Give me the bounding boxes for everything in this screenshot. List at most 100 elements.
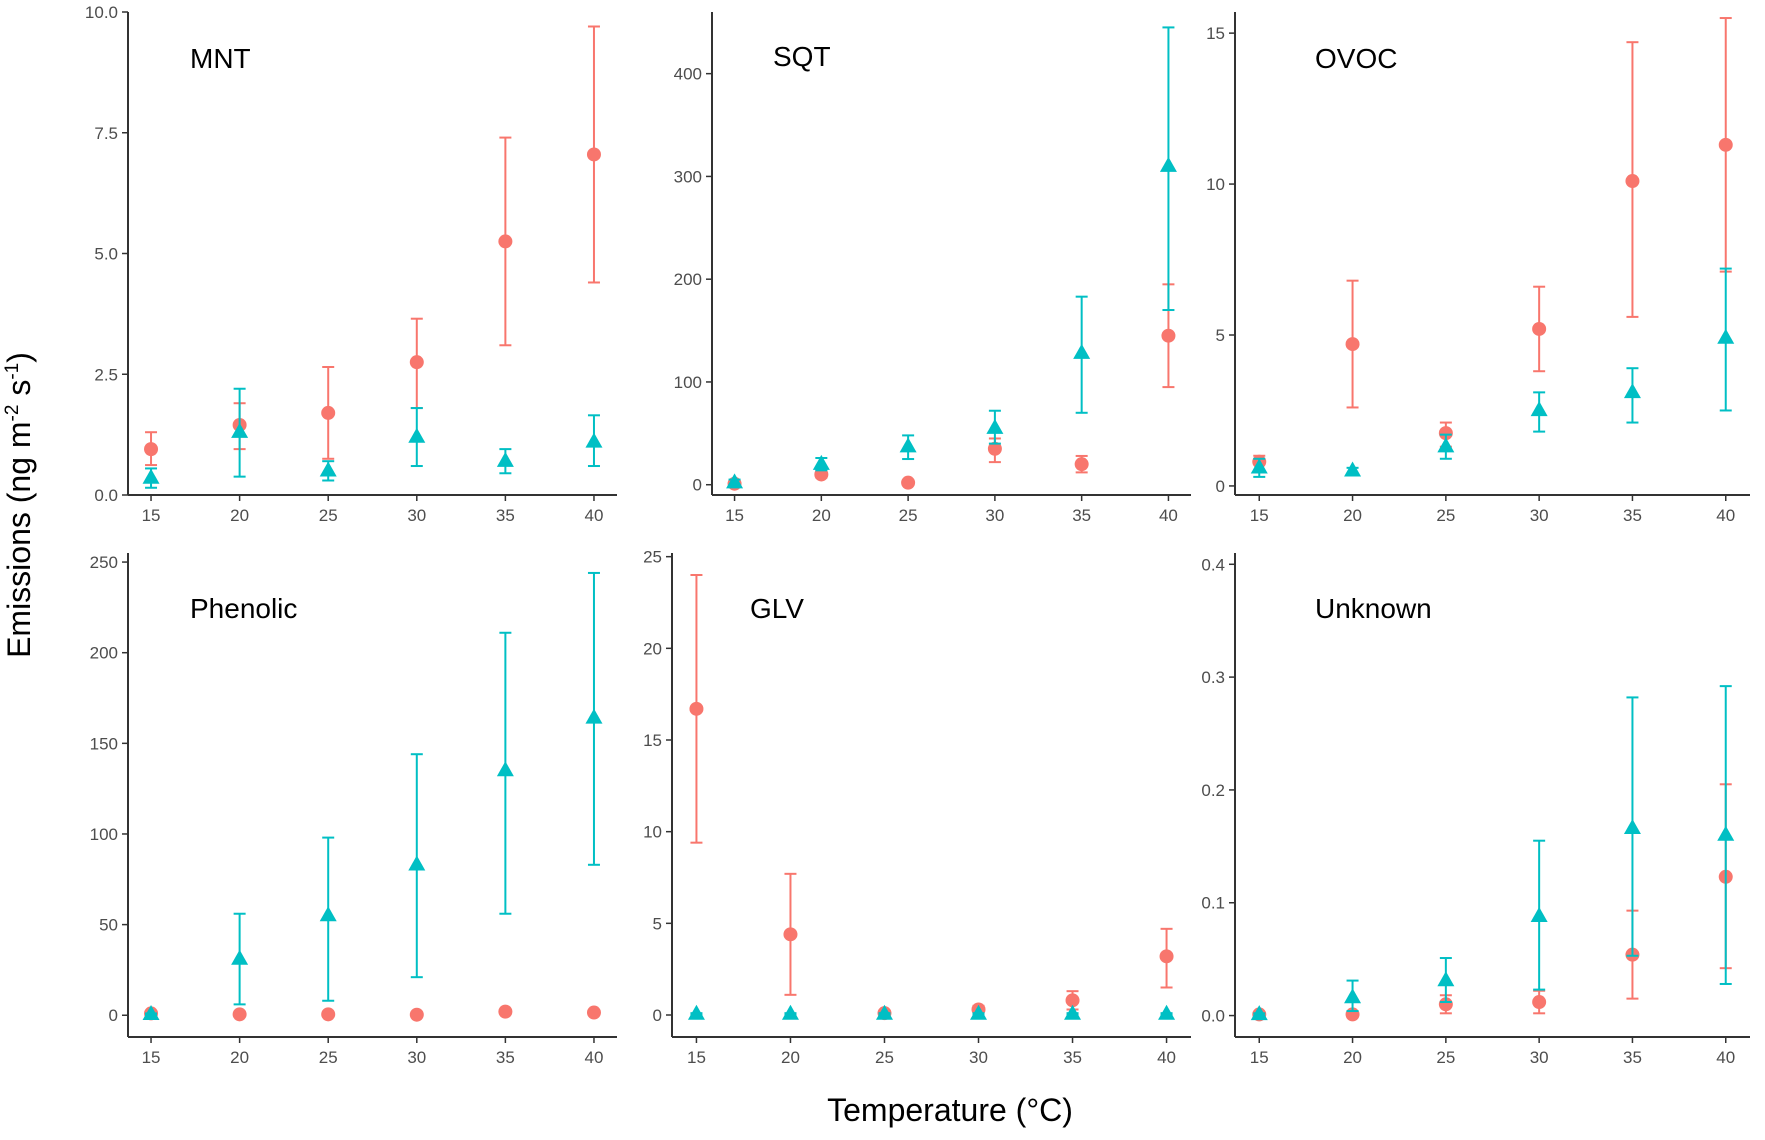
panel-phenolic-y-tick-label: 0 — [109, 1006, 118, 1025]
panel-phenolic-teal-series-point — [319, 906, 337, 922]
panel-glv-y-tick-label: 0 — [653, 1006, 662, 1025]
panel-ovoc-teal-series-point — [1530, 401, 1548, 417]
panel-sqt: 0 100 200 300 400 15 20 25 30 35 40 SQT — [674, 12, 1191, 525]
panel-glv-y-tick-label: 5 — [653, 914, 662, 933]
panel-glv-teal-series-point — [970, 1004, 988, 1020]
panel-mnt-red-series-point — [498, 234, 513, 249]
panel-phenolic: 0 50 100 150 200 250 15 20 25 30 35 40 Phenolic — [90, 553, 617, 1067]
panel-mnt-teal-series-point — [585, 432, 603, 448]
y-axis-title-exponent-1: -2 — [2, 405, 23, 422]
panel-mnt-y-tick-label: 7.5 — [94, 124, 118, 143]
panel-unknown-x-tick-label: 15 — [1250, 1048, 1269, 1067]
panel-glv-red-series-point — [1159, 949, 1174, 964]
panel-phenolic-red-series-point — [409, 1007, 424, 1022]
panel-unknown-teal-series — [1250, 685, 1735, 1021]
panel-unknown-y-tick-label: 0.3 — [1201, 668, 1225, 687]
panel-unknown-y-tick-label: 0.2 — [1201, 781, 1225, 800]
panel-unknown-x-tick-label: 25 — [1436, 1048, 1455, 1067]
panels-container: 0.02.55.07.510.015 20 25 30 35 40MNT010020030… — [85, 3, 1750, 1067]
panel-phenolic-y-tick-label: 200 — [90, 644, 118, 663]
panel-unknown-teal-series-point — [1344, 988, 1362, 1004]
panel-glv-y-tick-label: 15 — [643, 731, 662, 750]
x-axis-title: Temperature (°C) — [827, 1092, 1073, 1128]
panel-glv-x-tick-label: 15 — [687, 1048, 706, 1067]
panel-sqt-y-tick-label: 0 — [693, 476, 702, 495]
panel-mnt-red-series-point — [144, 442, 159, 457]
panel-mnt-y-tick-label: 0.0 — [94, 486, 118, 505]
panel-ovoc-teal-series-point — [1437, 437, 1455, 453]
panel-phenolic-red-series-point — [498, 1004, 513, 1019]
panel-sqt-y-tick-label: 200 — [674, 270, 702, 289]
panel-phenolic-x-tick-label: 15 — [142, 1048, 161, 1067]
panel-sqt-teal-series-point — [986, 418, 1004, 434]
panel-phenolic-y-tick-label: 100 — [90, 825, 118, 844]
panel-unknown-teal-series-point — [1717, 825, 1735, 841]
panel-mnt-x-tick-label: 30 — [407, 506, 426, 525]
panel-glv-red-series-point — [1065, 993, 1080, 1008]
panel-sqt-teal-series-point — [812, 454, 830, 470]
panel-unknown-x-tick-label: 30 — [1530, 1048, 1549, 1067]
y-axis-title-exponent-2: -1 — [2, 363, 23, 380]
panel-glv-teal-series-point — [1158, 1004, 1176, 1020]
panel-phenolic-y-tick-label: 50 — [99, 916, 118, 935]
panel-sqt-teal-series-point — [899, 437, 917, 453]
panel-ovoc-y-tick-label: 5 — [1216, 326, 1225, 345]
panel-glv-red-series-point — [689, 701, 704, 716]
panel-ovoc-y-tick-label: 15 — [1206, 24, 1225, 43]
panel-ovoc-red-series — [1252, 17, 1733, 472]
panel-sqt-red-series — [727, 283, 1176, 491]
y-axis-title: Emissions (ng m-2 s-1) — [1, 352, 37, 658]
panel-unknown-red-series-point — [1532, 995, 1547, 1010]
panel-mnt-x-tick-label: 40 — [585, 506, 604, 525]
panel-glv-teal-series-point — [781, 1004, 799, 1020]
panel-unknown: 0.0 0.1 0.2 0.3 0.4 15 20 25 30 35 40 Unknown — [1201, 553, 1750, 1067]
panel-sqt-x-tick-label: 25 — [899, 506, 918, 525]
panel-mnt-teal-series-point — [319, 461, 337, 477]
panel-phenolic-red-series-point — [321, 1007, 336, 1022]
panel-mnt-teal-series — [142, 387, 603, 489]
panel-phenolic-y-tick-label: 150 — [90, 734, 118, 753]
panel-unknown-title: Unknown — [1315, 593, 1432, 624]
panel-mnt-y-tick-label: 10.0 — [85, 3, 118, 22]
y-axis-title-middle: s — [1, 380, 37, 405]
panel-glv-teal-series-point — [1064, 1004, 1082, 1020]
panel-phenolic-title: Phenolic — [190, 593, 297, 624]
panel-ovoc: 0 5 10 15 15 20 25 30 35 40 OVOC — [1206, 12, 1750, 525]
panel-ovoc-x-tick-label: 25 — [1436, 506, 1455, 525]
panel-sqt-teal-series-point — [1073, 343, 1091, 359]
panel-sqt-y-tick-label: 100 — [674, 373, 702, 392]
panel-glv-red-series — [689, 574, 1174, 1021]
panel-glv-y-tick-label: 10 — [643, 823, 662, 842]
panel-sqt-x-tick-label: 35 — [1072, 506, 1091, 525]
panel-phenolic-y-tick-label: 250 — [90, 553, 118, 572]
panel-mnt-red-series-point — [321, 405, 336, 420]
panel-phenolic-teal-series-point — [408, 855, 426, 871]
panel-sqt-x-tick-label: 30 — [985, 506, 1004, 525]
panel-mnt-teal-series-point — [496, 451, 514, 467]
panel-sqt-title: SQT — [773, 41, 831, 72]
panel-ovoc-y-tick-label: 10 — [1206, 175, 1225, 194]
panel-sqt-red-series-point — [987, 441, 1002, 456]
panel-mnt: 0.0 2.5 5.0 7.5 10.0 15 20 25 30 35 40 MNT — [85, 3, 617, 525]
panel-glv: 0 5 10 15 20 25 15 20 25 30 35 40 GLV — [643, 548, 1191, 1067]
panel-ovoc-red-series-point — [1438, 426, 1453, 441]
panel-mnt-y-tick-label: 2.5 — [94, 365, 118, 384]
panel-mnt-teal-series-point — [408, 427, 426, 443]
panel-sqt-x-tick-label: 40 — [1159, 506, 1178, 525]
panel-unknown-teal-series-point — [1530, 906, 1548, 922]
panel-unknown-x-tick-label: 35 — [1623, 1048, 1642, 1067]
panel-phenolic-red-series-point — [586, 1005, 601, 1020]
panel-ovoc-red-series-point — [1532, 321, 1547, 336]
panel-glv-x-tick-label: 25 — [875, 1048, 894, 1067]
panel-mnt-x-tick-label: 20 — [230, 506, 249, 525]
panel-sqt-red-series-point — [1161, 328, 1176, 343]
panel-glv-x-tick-label: 20 — [781, 1048, 800, 1067]
panel-ovoc-red-series-point — [1625, 174, 1640, 189]
panel-glv-x-tick-label: 40 — [1157, 1048, 1176, 1067]
panel-mnt-red-series-point — [586, 147, 601, 162]
panel-unknown-teal-series-point — [1437, 971, 1455, 987]
panel-sqt-y-tick-label: 400 — [674, 65, 702, 84]
panel-sqt-x-tick-label: 15 — [725, 506, 744, 525]
panel-unknown-teal-series-point — [1250, 1005, 1268, 1021]
